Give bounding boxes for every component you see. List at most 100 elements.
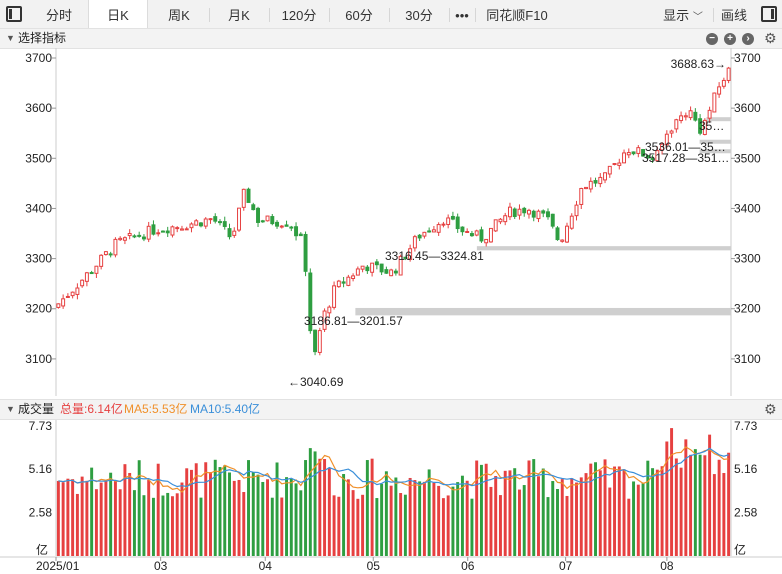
minus-icon[interactable]: −	[706, 33, 718, 45]
volume-bar	[71, 479, 75, 556]
volume-bar	[608, 487, 612, 556]
candle-body	[251, 204, 256, 211]
candle-body	[189, 223, 194, 229]
candle-body	[370, 262, 375, 273]
switch-icon[interactable]: ›	[742, 33, 754, 45]
candle-body	[332, 285, 337, 308]
select-indicator-label[interactable]: 选择指标	[18, 31, 67, 45]
volume-bar	[66, 478, 70, 556]
candle-body	[712, 92, 717, 113]
candle-body	[374, 261, 379, 266]
candle-body	[232, 230, 237, 236]
candle-body	[75, 287, 80, 295]
candle-body	[303, 233, 308, 272]
candle-body	[721, 79, 726, 87]
tab-f10[interactable]: 同花顺F10	[486, 8, 548, 23]
candle-body	[222, 221, 227, 227]
tab-monthly-k[interactable]: 月K	[228, 8, 250, 23]
volume-bar	[380, 483, 384, 556]
volume-bar	[413, 480, 417, 556]
volume-bar	[489, 486, 493, 556]
tab-daily-k[interactable]: 日K	[88, 0, 148, 31]
volume-bar	[670, 428, 674, 556]
volume-bar	[109, 472, 113, 556]
date-tick-label: 05	[367, 559, 381, 573]
volume-bar	[280, 497, 284, 556]
tab-120min[interactable]: 120分	[281, 8, 317, 23]
candle-body	[146, 225, 151, 240]
volume-bar	[451, 486, 455, 556]
volume-bar	[679, 467, 683, 556]
volume-bar	[308, 448, 312, 556]
volume-bar	[456, 482, 460, 556]
volume-bar	[85, 480, 89, 556]
candle-body	[460, 226, 465, 233]
display-menu-button[interactable]: 显示 ﹀	[656, 0, 710, 30]
tab-weekly-k[interactable]: 周K	[168, 8, 190, 23]
tab-intraday[interactable]: 分时	[45, 8, 72, 23]
price-tick-label-right: 3100	[734, 352, 761, 366]
volume-bar	[465, 480, 469, 556]
volume-bar	[646, 460, 650, 556]
volume-bar	[470, 498, 474, 556]
candle-body	[294, 226, 299, 237]
volume-bar	[513, 468, 517, 556]
more-periods-button[interactable]: •••	[455, 8, 469, 23]
volume-label[interactable]: 成交量	[18, 402, 55, 416]
volume-bar	[556, 489, 559, 556]
candle-body	[417, 234, 422, 239]
price-tick-label-left: 3700	[25, 51, 52, 65]
draw-line-button[interactable]: 画线	[720, 8, 747, 23]
layout-left-icon[interactable]	[0, 0, 28, 30]
candle-body	[61, 298, 66, 307]
volume-bar	[209, 472, 212, 556]
chevron-down-icon[interactable]: ▼	[6, 33, 15, 43]
volume-bar	[361, 494, 365, 556]
high-price-annotation: 3688.63→	[671, 57, 726, 71]
volume-bar	[537, 476, 540, 556]
tab-30min[interactable]: 30分	[405, 8, 433, 23]
volume-tick-label-right: 7.73	[734, 419, 758, 433]
gear-icon[interactable]: ⚙	[764, 401, 777, 417]
price-tick-label-right: 3500	[734, 151, 761, 165]
candle-body	[664, 133, 669, 146]
candle-body	[199, 222, 203, 227]
candle-body	[527, 209, 531, 215]
gear-icon[interactable]: ⚙	[764, 30, 777, 46]
candle-body	[726, 67, 731, 81]
chevron-down-icon[interactable]: ▼	[6, 404, 15, 414]
volume-bar	[427, 469, 431, 556]
candle-body	[555, 227, 560, 241]
volume-bar	[251, 472, 255, 556]
volume-bar	[541, 468, 545, 556]
tab-60min[interactable]: 60分	[345, 8, 373, 23]
volume-bar	[94, 489, 98, 556]
volume-bar	[479, 464, 483, 556]
candle-body	[550, 213, 555, 227]
candle-body	[351, 275, 356, 280]
candle-body	[80, 279, 85, 287]
price-tick-label-right: 3200	[734, 302, 761, 316]
layout-right-icon[interactable]	[756, 0, 782, 30]
volume-bar	[622, 469, 626, 556]
volume-bar	[422, 481, 426, 556]
candle-body	[626, 152, 631, 156]
volume-bar	[565, 495, 569, 556]
volume-bar	[113, 481, 117, 556]
plus-icon[interactable]: +	[724, 33, 736, 45]
candle-body	[70, 291, 75, 297]
volume-bar	[403, 494, 407, 556]
volume-bar	[603, 459, 607, 556]
volume-bar	[266, 479, 270, 556]
candle-body	[360, 265, 365, 270]
volume-bar	[503, 470, 507, 556]
gap2-annotation: 3316.45—3324.81	[385, 249, 484, 263]
candle-body	[341, 281, 346, 284]
candle-body	[683, 115, 688, 118]
volume-bar	[432, 482, 436, 556]
candle-body	[284, 224, 289, 227]
volume-bar	[218, 467, 222, 556]
volume-bar	[394, 477, 398, 556]
candle-body	[103, 251, 108, 256]
